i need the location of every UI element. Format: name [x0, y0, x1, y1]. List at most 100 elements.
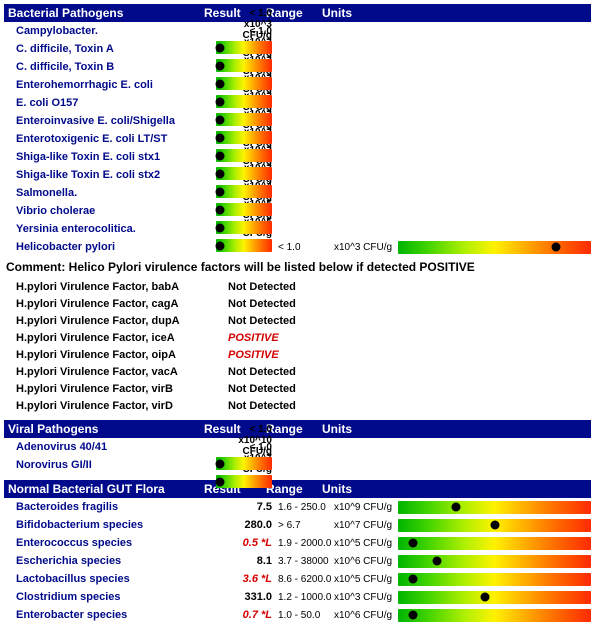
gradient-bar [398, 555, 591, 568]
marker-icon [480, 593, 489, 602]
virulence-name: H.pylori Virulence Factor, virB [16, 383, 228, 395]
row-bar [216, 203, 272, 216]
row-bar [398, 501, 591, 514]
report-section: Bacterial PathogensResultRangeUnitsCampy… [4, 4, 591, 414]
row-name: Salmonella. [16, 187, 216, 199]
virulence-result: Not Detected [228, 383, 296, 395]
virulence-row: H.pylori Virulence Factor, virBNot Detec… [4, 380, 591, 397]
marker-icon [216, 187, 225, 196]
virulence-row: H.pylori Virulence Factor, cagANot Detec… [4, 295, 591, 312]
data-row: C. difficile, Toxin A< 1.0x10^3 CFU/g [4, 40, 591, 58]
marker-icon [490, 521, 499, 530]
data-row: Enterohemorrhagic E. coli< 1.0x10^3 CFU/… [4, 76, 591, 94]
gradient-bar [398, 573, 591, 586]
row-range: 1.9 - 2000.0 [278, 538, 334, 549]
marker-icon [216, 97, 225, 106]
marker-icon [216, 79, 225, 88]
data-row: Bifidobacterium species280.0> 6.7x10^7 C… [4, 516, 591, 534]
row-name: Clostridium species [16, 591, 216, 603]
row-range: < 1.0 [216, 442, 272, 453]
row-bar [398, 519, 591, 532]
data-row: Norovirus GI/II< 1.0x10^7 CFU/g [4, 456, 591, 474]
row-name: Bifidobacterium species [16, 519, 216, 531]
virulence-name: H.pylori Virulence Factor, dupA [16, 315, 228, 327]
row-name: Enterococcus species [16, 537, 216, 549]
marker-icon [552, 243, 561, 252]
row-units: x10^6 CFU/g [334, 610, 398, 621]
marker-icon [216, 115, 225, 124]
row-bar [398, 573, 591, 586]
row-name: Enteroinvasive E. coli/Shigella [16, 115, 216, 127]
virulence-row: H.pylori Virulence Factor, iceAPOSITIVE [4, 329, 591, 346]
data-row: Helicobacter pylori50.0 *H< 1.0x10^3 CFU… [4, 238, 591, 256]
data-row: Enterococcus species0.5 *L1.9 - 2000.0x1… [4, 534, 591, 552]
header-title: Bacterial Pathogens [4, 6, 204, 20]
gradient-bar [398, 591, 591, 604]
data-row: Vibrio cholerae< 1.0x10^5 CFU/g [4, 202, 591, 220]
row-name: Enterohemorrhagic E. coli [16, 79, 216, 91]
row-result: 280.0 [216, 519, 278, 531]
data-row: Shiga-like Toxin E. coli stx1< 1.0x10^3 … [4, 148, 591, 166]
virulence-row: H.pylori Virulence Factor, babANot Detec… [4, 278, 591, 295]
virulence-result: Not Detected [228, 298, 296, 310]
gradient-bar [398, 609, 591, 622]
row-units: x10^6 CFU/g [334, 556, 398, 567]
row-name: Enterotoxigenic E. coli LT/ST [16, 133, 216, 145]
header-title: Normal Bacterial GUT Flora [4, 482, 204, 496]
row-bar [216, 77, 272, 90]
row-name: Enterobacter species [16, 609, 216, 621]
row-name: Helicobacter pylori [16, 241, 216, 253]
report-section: Viral PathogensResultRangeUnitsAdenoviru… [4, 420, 591, 474]
marker-icon [409, 611, 418, 620]
row-bar [216, 149, 272, 162]
data-row: Shiga-like Toxin E. coli stx2< 1.0x10^3 … [4, 166, 591, 184]
data-row: Bacteroides fragilis7.51.6 - 250.0x10^9 … [4, 498, 591, 516]
row-result: 8.1 [216, 555, 278, 567]
virulence-result: Not Detected [228, 281, 296, 293]
marker-icon [216, 133, 225, 142]
gradient-bar [398, 537, 591, 550]
row-bar [398, 555, 591, 568]
row-result: 0.7 *L [216, 609, 278, 621]
row-result: 0.5 *L [216, 537, 278, 549]
virulence-row: H.pylori Virulence Factor, vacANot Detec… [4, 363, 591, 380]
header-units: Units [322, 422, 386, 436]
row-name: C. difficile, Toxin B [16, 61, 216, 73]
marker-icon [216, 477, 225, 486]
header-units: Units [322, 6, 386, 20]
report-section: Normal Bacterial GUT FloraResultRangeUni… [4, 480, 591, 624]
row-units: x10^3 CFU/g [334, 592, 398, 603]
row-result: 7.5 [216, 501, 278, 513]
virulence-result: Not Detected [228, 366, 296, 378]
virulence-name: H.pylori Virulence Factor, babA [16, 281, 228, 293]
row-bar [216, 457, 272, 470]
marker-icon [216, 61, 225, 70]
row-range: 3.7 - 38000 [278, 556, 334, 567]
row-bar [216, 59, 272, 72]
header-range: Range [266, 482, 322, 496]
row-range: 1.0 - 50.0 [278, 610, 334, 621]
virulence-result: Not Detected [228, 400, 296, 412]
gradient-bar [398, 501, 591, 514]
row-range: 8.6 - 6200.0 [278, 574, 334, 585]
row-name: Adenovirus 40/41 [16, 441, 216, 453]
row-name: Escherichia species [16, 555, 216, 567]
virulence-name: H.pylori Virulence Factor, iceA [16, 332, 228, 344]
data-row: Escherichia species8.13.7 - 38000x10^6 C… [4, 552, 591, 570]
data-row: Clostridium species331.01.2 - 1000.0x10^… [4, 588, 591, 606]
data-row: Enterotoxigenic E. coli LT/ST< 1.0x10^3 … [4, 130, 591, 148]
virulence-row: H.pylori Virulence Factor, oipAPOSITIVE [4, 346, 591, 363]
virulence-name: H.pylori Virulence Factor, vacA [16, 366, 228, 378]
marker-icon [409, 539, 418, 548]
section-header: Bacterial PathogensResultRangeUnits [4, 4, 591, 22]
row-units: x10^5 CFU/g [334, 538, 398, 549]
virulence-name: H.pylori Virulence Factor, virD [16, 400, 228, 412]
data-row: Salmonella.< 1.0x10^4 CFU/g [4, 184, 591, 202]
row-range: < 1.0 [278, 242, 334, 253]
row-bar [216, 167, 272, 180]
data-row: Enteroinvasive E. coli/Shigella< 1.0x10^… [4, 112, 591, 130]
section-header: Normal Bacterial GUT FloraResultRangeUni… [4, 480, 591, 498]
row-name: Shiga-like Toxin E. coli stx2 [16, 169, 216, 181]
virulence-row: H.pylori Virulence Factor, virDNot Detec… [4, 397, 591, 414]
row-range: < 1.0 [216, 424, 272, 435]
